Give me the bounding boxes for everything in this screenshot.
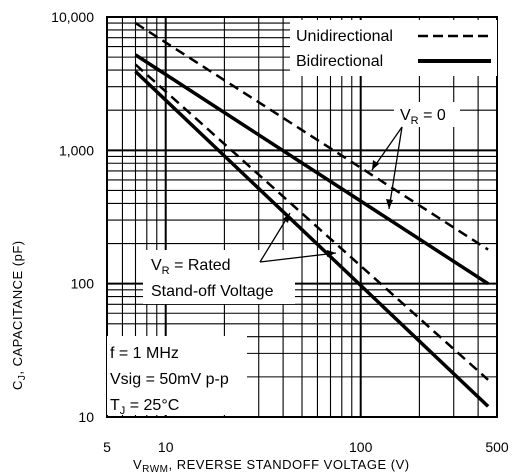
annotation-vr-rated-arrow-1	[259, 212, 291, 263]
condition-frequency: f = 1 MHz	[110, 345, 179, 362]
arrowhead-icon	[386, 199, 393, 209]
annotation-vr-zero-bg	[394, 102, 460, 127]
annotation-vr-zero-text: VR = 0	[400, 107, 446, 127]
annotation-vr-rated: VR = Rated Stand-off Voltage	[143, 212, 337, 304]
annotation-vr-rated-arrow-2	[259, 252, 337, 263]
plot-frame	[106, 16, 498, 418]
annotation-vr-rated-line1: VR = Rated	[151, 257, 231, 277]
series-line-3-bidirectional	[134, 70, 490, 408]
legend-label-unidirectional: Unidirectional	[296, 28, 393, 45]
x-tick-label: 10	[158, 439, 174, 455]
x-tick-label: 500	[485, 439, 509, 455]
arrowhead-icon	[283, 213, 290, 223]
y-axis-title: CJ, CAPACITANCE (pF)	[10, 240, 28, 390]
annotation-vr-zero-arrow-2	[388, 126, 403, 210]
annotation-vr-rated-bg	[143, 250, 295, 304]
legend-label-bidirectional: Bidirectional	[296, 53, 383, 70]
series-line-1-bidirectional	[134, 53, 490, 286]
x-axis-title: VRWM, REVERSE STANDOFF VOLTAGE (V)	[133, 457, 410, 475]
y-tick-labels: 10 100 1,000 10,000	[51, 9, 94, 425]
annotation-vr-zero: VR = 0	[371, 102, 460, 210]
series-layer	[134, 22, 490, 408]
condition-temperature: TJ = 25°C	[110, 397, 179, 417]
y-tick-label: 100	[71, 276, 95, 292]
arrowhead-icon	[327, 250, 336, 257]
legend-box	[290, 20, 497, 76]
legend: Unidirectional Bidirectional	[290, 20, 497, 76]
condition-vsig: Vsig = 50mV p-p	[110, 371, 229, 388]
test-conditions-bg	[107, 336, 247, 415]
annotation-vr-rated-line2: Stand-off Voltage	[151, 283, 274, 300]
series-line-0-unidirectional	[134, 22, 489, 251]
y-tick-label: 1,000	[59, 142, 94, 158]
test-conditions: f = 1 MHz Vsig = 50mV p-p TJ = 25°C	[107, 336, 247, 417]
arrowhead-icon	[372, 160, 379, 170]
y-tick-label: 10	[78, 409, 94, 425]
y-tick-label: 10,000	[51, 9, 94, 25]
x-tick-labels: 5 10 100 500	[103, 439, 509, 455]
x-tick-label: 100	[349, 439, 373, 455]
x-tick-label: 5	[103, 439, 111, 455]
